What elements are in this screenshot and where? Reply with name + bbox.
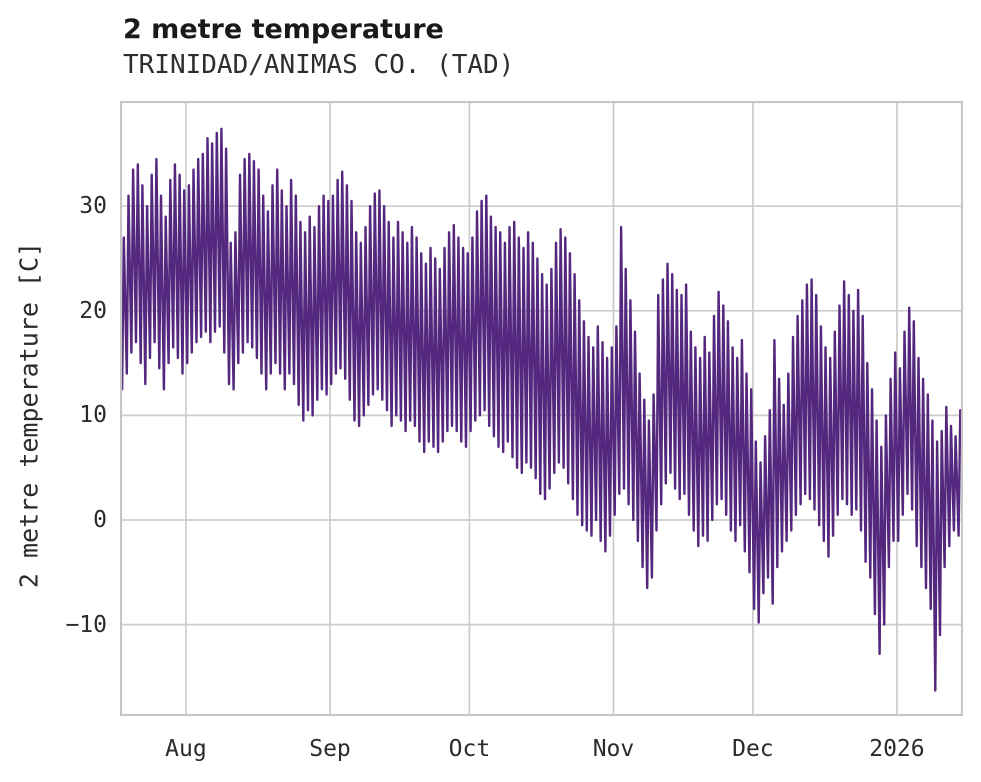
y-tick-label-0: 0	[93, 507, 107, 533]
plot-area	[120, 101, 963, 716]
x-tick-label-Sep: Sep	[309, 736, 351, 762]
x-tick-label-Dec: Dec	[732, 736, 774, 762]
y-tick-label-30: 30	[79, 193, 107, 220]
x-tick-label-2026: 2026	[869, 736, 925, 762]
temperature-line	[120, 127, 962, 692]
y-tick-label-10: 10	[79, 402, 107, 429]
x-tick-label-Nov: Nov	[592, 736, 635, 762]
chart-title: 2 metre temperature	[123, 14, 444, 45]
plot-border	[120, 101, 963, 716]
y-tick-label--10: −10	[65, 611, 107, 638]
chart-subtitle: TRINIDAD/ANIMAS CO. (TAD)	[123, 50, 515, 80]
x-tick-label-Oct: Oct	[448, 736, 491, 762]
x-tick-label-Aug: Aug	[165, 736, 207, 762]
y-tick-label-20: 20	[79, 297, 107, 324]
